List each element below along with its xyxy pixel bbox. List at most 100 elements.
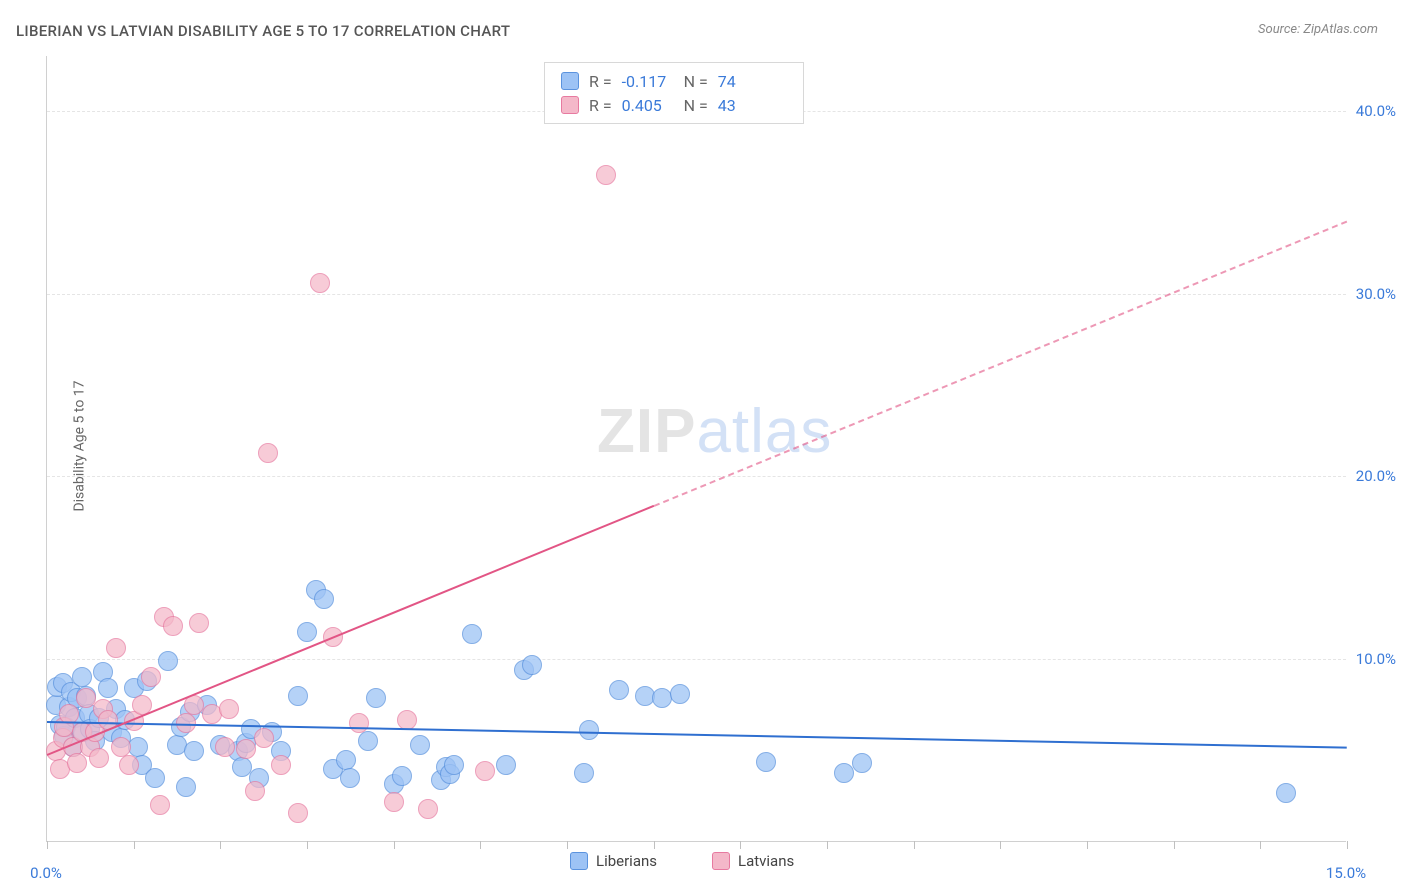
data-point xyxy=(141,667,161,687)
data-point xyxy=(254,728,274,748)
data-point xyxy=(128,737,148,757)
y-tick-label: 40.0% xyxy=(1356,102,1396,120)
data-point xyxy=(609,680,629,700)
legend-label: Liberians xyxy=(596,852,657,870)
data-point xyxy=(1276,783,1296,803)
data-point xyxy=(522,655,542,675)
data-point xyxy=(670,684,690,704)
data-point xyxy=(366,688,386,708)
data-point xyxy=(184,741,204,761)
x-tick xyxy=(654,841,655,849)
data-point xyxy=(145,768,165,788)
watermark-zip: ZIP xyxy=(597,397,696,466)
legend-r-value: 0.405 xyxy=(622,96,674,115)
y-tick-label: 20.0% xyxy=(1356,467,1396,485)
gridline-y xyxy=(47,294,1346,295)
data-point xyxy=(258,443,278,463)
data-point xyxy=(288,686,308,706)
x-tick xyxy=(1174,841,1175,849)
gridline-y xyxy=(47,476,1346,477)
watermark-atlas: atlas xyxy=(696,397,832,466)
data-point xyxy=(245,781,265,801)
source-label: Source: ZipAtlas.com xyxy=(1258,22,1378,37)
data-point xyxy=(418,799,438,819)
x-tick-label: 15.0% xyxy=(1326,864,1366,882)
data-point xyxy=(314,589,334,609)
data-point xyxy=(349,713,369,733)
data-point xyxy=(579,720,599,740)
chart-title: LIBERIAN VS LATVIAN DISABILITY AGE 5 TO … xyxy=(16,22,510,40)
x-tick xyxy=(307,841,308,849)
data-point xyxy=(98,678,118,698)
data-point xyxy=(72,667,92,687)
gridline-y xyxy=(47,659,1346,660)
legend-n-label: N = xyxy=(684,96,708,115)
legend-n-value: 74 xyxy=(718,72,736,91)
data-point xyxy=(310,273,330,293)
correlation-legend: R = -0.117 N = 74 R = 0.405 N = 43 xyxy=(544,62,804,124)
legend-swatch xyxy=(561,72,579,90)
x-tick xyxy=(480,841,481,849)
legend-r-value: -0.117 xyxy=(622,72,674,91)
data-point xyxy=(158,651,178,671)
trend-line xyxy=(653,221,1347,508)
data-point xyxy=(189,613,209,633)
data-point xyxy=(410,735,430,755)
data-point xyxy=(336,750,356,770)
x-tick xyxy=(1347,841,1348,849)
legend-label: Latvians xyxy=(738,852,794,870)
data-point xyxy=(150,795,170,815)
legend-n-value: 43 xyxy=(718,96,736,115)
plot-area: ZIPatlas xyxy=(46,56,1346,842)
data-point xyxy=(496,755,516,775)
x-tick xyxy=(394,841,395,849)
data-point xyxy=(236,739,256,759)
data-point xyxy=(384,792,404,812)
data-point xyxy=(119,755,139,775)
x-tick xyxy=(567,841,568,849)
data-point xyxy=(340,768,360,788)
data-point xyxy=(163,616,183,636)
data-point xyxy=(596,165,616,185)
legend-r-label: R = xyxy=(589,96,612,115)
data-point xyxy=(106,638,126,658)
legend-row: R = -0.117 N = 74 xyxy=(561,69,787,93)
legend-swatch xyxy=(570,852,588,870)
x-tick xyxy=(134,841,135,849)
series-legend-item: Liberians xyxy=(570,852,657,870)
x-tick xyxy=(827,841,828,849)
x-tick xyxy=(1000,841,1001,849)
x-tick xyxy=(914,841,915,849)
series-legend-item: Latvians xyxy=(712,852,794,870)
x-tick xyxy=(220,841,221,849)
data-point xyxy=(215,737,235,757)
legend-row: R = 0.405 N = 43 xyxy=(561,93,787,117)
data-point xyxy=(392,766,412,786)
data-point xyxy=(574,763,594,783)
data-point xyxy=(358,731,378,751)
legend-swatch xyxy=(561,96,579,114)
x-tick xyxy=(740,841,741,849)
x-tick xyxy=(1087,841,1088,849)
data-point xyxy=(444,755,464,775)
data-point xyxy=(176,777,196,797)
data-point xyxy=(89,748,109,768)
y-tick-label: 10.0% xyxy=(1356,650,1396,668)
watermark: ZIPatlas xyxy=(597,396,832,467)
x-tick xyxy=(47,841,48,849)
data-point xyxy=(219,699,239,719)
x-tick-label: 0.0% xyxy=(30,864,62,882)
data-point xyxy=(288,803,308,823)
legend-r-label: R = xyxy=(589,72,612,91)
data-point xyxy=(852,753,872,773)
data-point xyxy=(397,710,417,730)
y-tick-label: 30.0% xyxy=(1356,285,1396,303)
data-point xyxy=(271,755,291,775)
data-point xyxy=(462,624,482,644)
x-tick xyxy=(1260,841,1261,849)
data-point xyxy=(67,753,87,773)
data-point xyxy=(297,622,317,642)
data-point xyxy=(756,752,776,772)
legend-n-label: N = xyxy=(684,72,708,91)
data-point xyxy=(111,737,131,757)
